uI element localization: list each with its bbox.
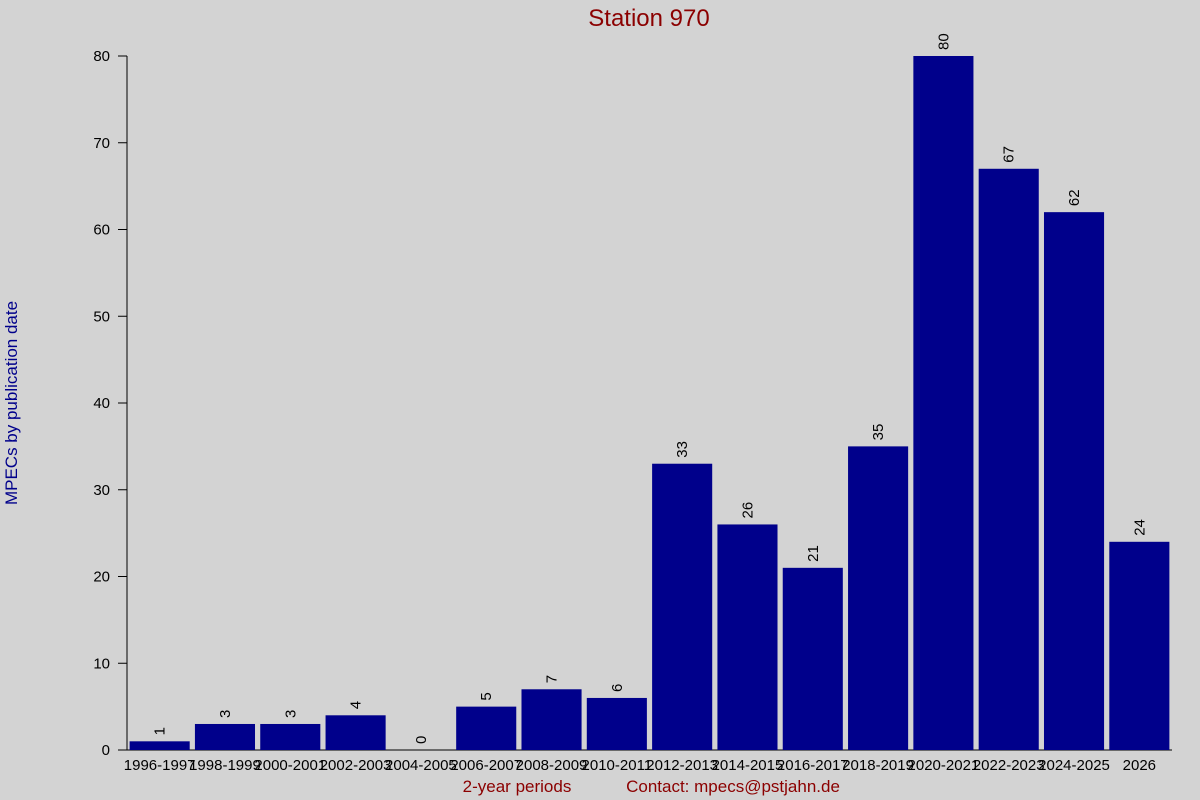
y-tick-label: 70 xyxy=(93,135,110,152)
value-label: 62 xyxy=(1066,189,1083,206)
value-label: 24 xyxy=(1131,519,1148,536)
bar xyxy=(325,715,386,750)
value-label: 3 xyxy=(282,710,299,718)
value-label: 80 xyxy=(935,33,952,50)
bar xyxy=(260,723,321,750)
x-tick-label: 2016-2017 xyxy=(777,757,849,774)
x-tick-label: 2014-2015 xyxy=(712,757,784,774)
value-label: 35 xyxy=(870,424,887,441)
y-tick-label: 30 xyxy=(93,482,110,499)
bar xyxy=(782,567,843,750)
value-label: 7 xyxy=(544,675,561,683)
x-tick-label: 1998-1999 xyxy=(189,757,261,774)
x-tick-label: 2024-2025 xyxy=(1038,757,1110,774)
bar xyxy=(586,697,647,750)
x-tick-label: 2008-2009 xyxy=(516,757,588,774)
y-tick-label: 60 xyxy=(93,222,110,239)
x-tick-label: 2018-2019 xyxy=(842,757,914,774)
bar xyxy=(521,689,582,750)
value-label: 21 xyxy=(805,545,822,562)
y-axis-label: MPECs by publication date xyxy=(2,301,21,505)
x-tick-label: 1996-1997 xyxy=(124,757,196,774)
y-tick-label: 50 xyxy=(93,308,110,325)
x-tick-label: 2026 xyxy=(1123,757,1156,774)
value-label: 26 xyxy=(739,502,756,519)
y-tick-label: 80 xyxy=(93,48,110,65)
bar xyxy=(194,723,256,750)
x-tick-label: 2006-2007 xyxy=(450,757,522,774)
bar xyxy=(456,706,517,750)
x-tick-label: 2010-2011 xyxy=(582,757,653,774)
bar xyxy=(978,168,1039,750)
x-tick-label: 2002-2003 xyxy=(320,757,392,774)
bar xyxy=(129,741,190,750)
bar xyxy=(913,56,974,750)
value-label: 5 xyxy=(478,692,495,700)
bar xyxy=(848,446,909,750)
value-label: 3 xyxy=(217,710,234,718)
contact: Contact: mpecs@pstjahn.de xyxy=(626,777,840,796)
y-tick-label: 0 xyxy=(102,742,110,759)
y-tick-label: 20 xyxy=(93,569,110,586)
y-tick-label: 10 xyxy=(93,655,110,672)
x-axis-label: 2-year periods xyxy=(463,777,572,796)
bar xyxy=(1043,212,1105,750)
x-tick-label: 2004-2005 xyxy=(385,757,457,774)
value-label: 1 xyxy=(152,727,169,735)
x-tick-label: 2012-2013 xyxy=(646,757,718,774)
bar xyxy=(1109,541,1170,750)
value-label: 67 xyxy=(1001,146,1018,163)
y-tick-label: 40 xyxy=(93,395,110,412)
value-label: 6 xyxy=(609,684,626,692)
value-label: 0 xyxy=(413,736,430,744)
value-label: 4 xyxy=(348,701,365,709)
x-tick-label: 2000-2001 xyxy=(254,757,326,774)
x-tick-label: 2022-2023 xyxy=(973,757,1045,774)
bar xyxy=(717,524,778,750)
value-label: 33 xyxy=(674,441,691,458)
x-tick-label: 2020-2021 xyxy=(908,757,980,774)
bar xyxy=(652,463,713,750)
chart-title: Station 970 xyxy=(588,5,709,32)
